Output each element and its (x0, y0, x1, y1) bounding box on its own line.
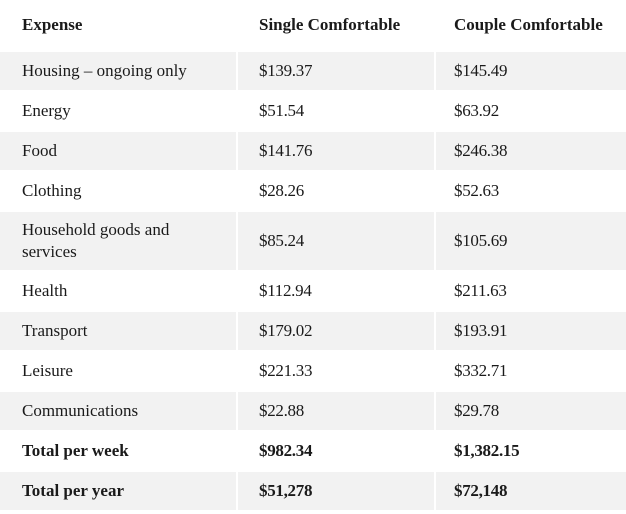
single-value: $139.37 (236, 52, 434, 90)
couple-value: $145.49 (434, 52, 626, 90)
couple-value: $29.78 (434, 392, 626, 430)
table-row: Housing – ongoing only $139.37 $145.49 (0, 52, 626, 92)
row-label: Energy (22, 101, 71, 120)
couple-value: $246.38 (434, 132, 626, 170)
table-row: Leisure $221.33 $332.71 (0, 352, 626, 392)
couple-value: $105.69 (434, 212, 626, 270)
single-value: $982.34 (236, 432, 434, 470)
total-per-week-row: Total per week $982.34 $1,382.15 (0, 432, 626, 472)
header-couple-comfortable: Couple Comfortable (434, 0, 626, 50)
single-value: $112.94 (236, 272, 434, 310)
single-value: $51.54 (236, 92, 434, 130)
single-value: $51,278 (236, 472, 434, 510)
single-value: $221.33 (236, 352, 434, 390)
row-label: Household goods and services (22, 220, 170, 261)
single-value: $85.24 (236, 212, 434, 270)
table-row: Food $141.76 $246.38 (0, 132, 626, 172)
couple-value: $193.91 (434, 312, 626, 350)
table-header-row: Expense Single Comfortable Couple Comfor… (0, 0, 626, 52)
couple-value: $72,148 (434, 472, 626, 510)
table-row: Household goods and services $85.24 $105… (0, 212, 626, 272)
row-label: Total per week (22, 441, 129, 460)
single-value: $141.76 (236, 132, 434, 170)
header-single-comfortable: Single Comfortable (236, 0, 434, 50)
row-label: Food (22, 141, 57, 160)
couple-value: $63.92 (434, 92, 626, 130)
couple-value: $211.63 (434, 272, 626, 310)
table-row: Energy $51.54 $63.92 (0, 92, 626, 132)
table-row: Communications $22.88 $29.78 (0, 392, 626, 432)
row-label: Transport (22, 321, 88, 340)
row-label: Leisure (22, 361, 73, 380)
table-row: Transport $179.02 $193.91 (0, 312, 626, 352)
row-label: Clothing (22, 181, 82, 200)
total-per-year-row: Total per year $51,278 $72,148 (0, 472, 626, 512)
table-row: Health $112.94 $211.63 (0, 272, 626, 312)
row-label: Housing – ongoing only (22, 61, 187, 80)
table-row: Clothing $28.26 $52.63 (0, 172, 626, 212)
row-label: Health (22, 281, 68, 300)
single-value: $28.26 (236, 172, 434, 210)
row-label: Total per year (22, 481, 124, 500)
row-label: Communications (22, 401, 139, 420)
single-value: $22.88 (236, 392, 434, 430)
header-expense: Expense (22, 15, 83, 34)
couple-value: $52.63 (434, 172, 626, 210)
couple-value: $332.71 (434, 352, 626, 390)
couple-value: $1,382.15 (434, 432, 626, 470)
single-value: $179.02 (236, 312, 434, 350)
